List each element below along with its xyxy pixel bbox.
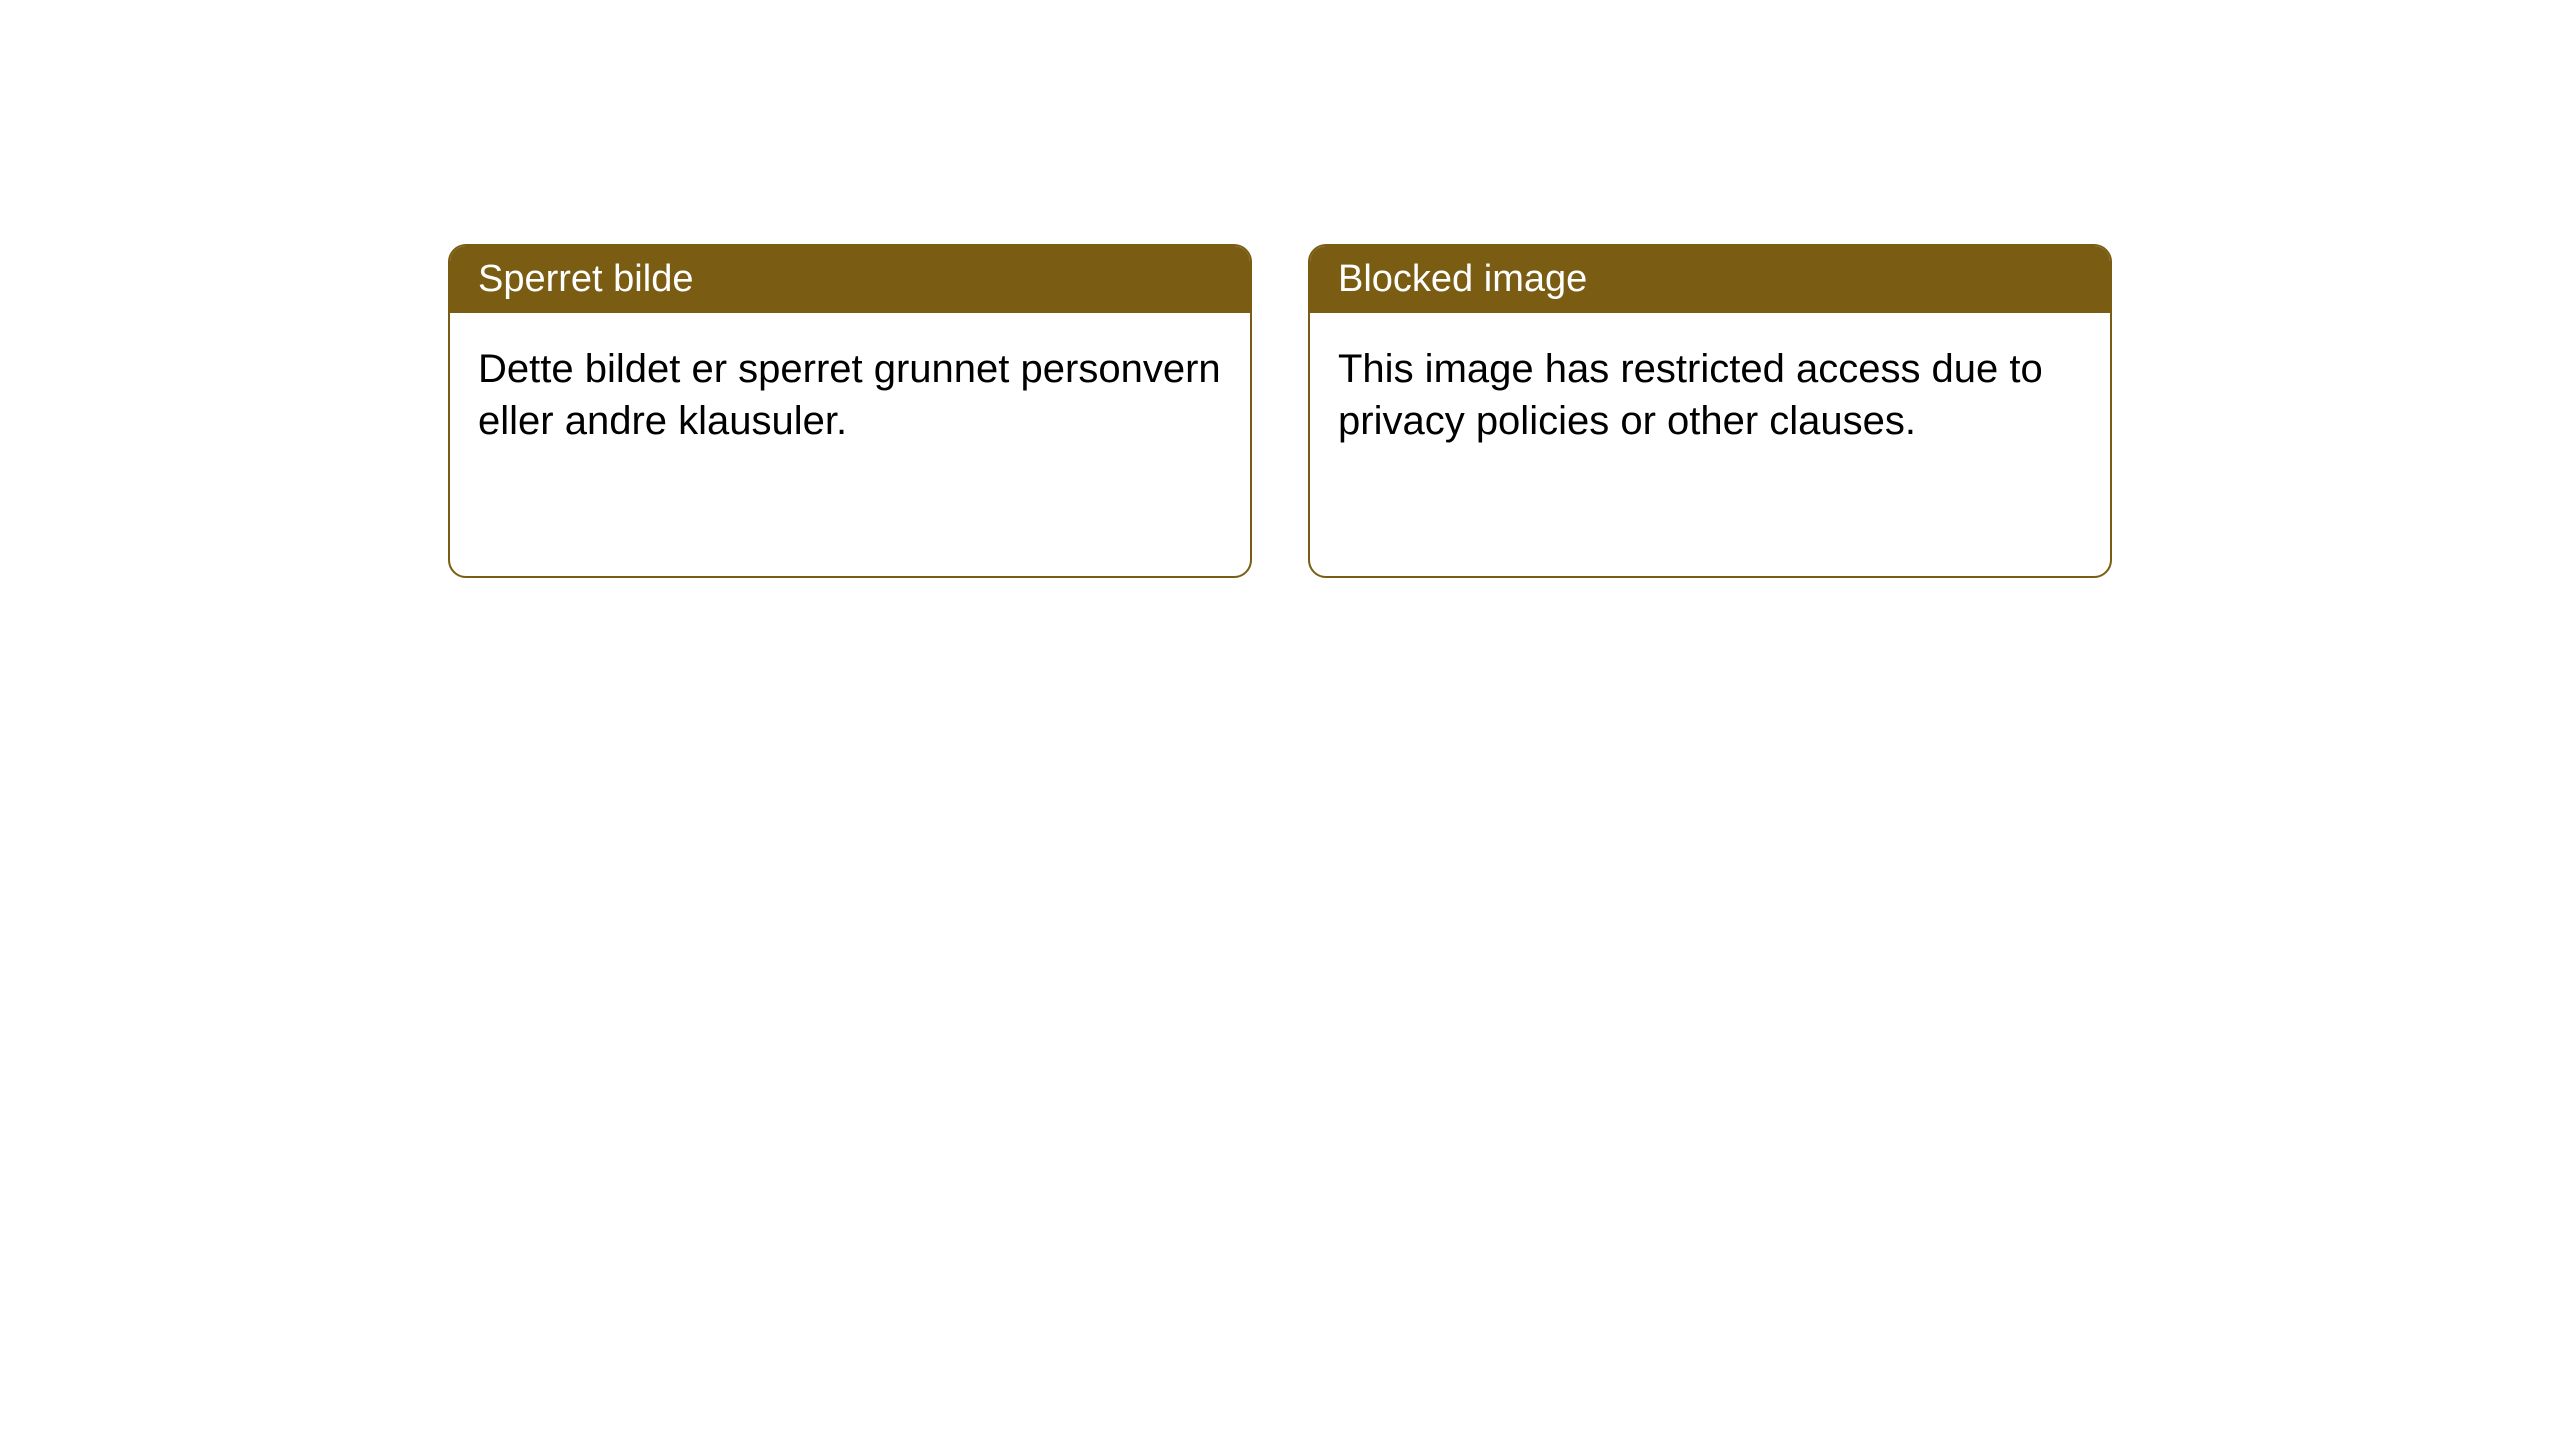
notice-header-text: Sperret bilde [478,258,693,300]
notice-body: This image has restricted access due to … [1310,313,2110,477]
notice-card-english: Blocked image This image has restricted … [1308,244,2112,578]
notice-header-text: Blocked image [1338,258,1587,300]
notice-header: Sperret bilde [450,246,1250,313]
notice-container: Sperret bilde Dette bildet er sperret gr… [0,0,2560,578]
notice-body-text: Dette bildet er sperret grunnet personve… [478,347,1221,443]
notice-body: Dette bildet er sperret grunnet personve… [450,313,1250,477]
notice-card-norwegian: Sperret bilde Dette bildet er sperret gr… [448,244,1252,578]
notice-body-text: This image has restricted access due to … [1338,347,2043,443]
notice-header: Blocked image [1310,246,2110,313]
